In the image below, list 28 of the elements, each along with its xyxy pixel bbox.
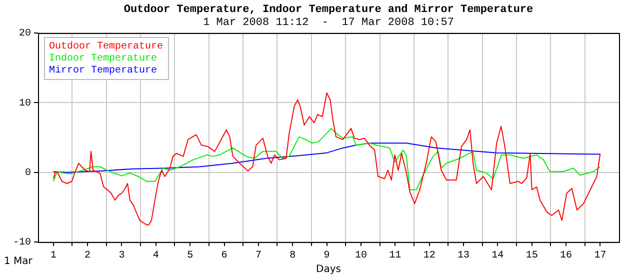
x-tick-label: 12	[423, 250, 436, 262]
x-tick-label: 16	[560, 250, 572, 262]
x-tick-label: 1	[50, 250, 56, 262]
x-tick-label: 13	[457, 250, 470, 262]
text: Indoor Temperature	[49, 52, 158, 65]
y-tick-label: 20	[18, 28, 31, 40]
y-tick-label: -10	[12, 238, 31, 249]
x-tick-label: 10	[354, 250, 367, 262]
chart-subtitle: 1 Mar 2008 11:12 - 17 Mar 2008 10:57	[203, 17, 454, 29]
x-tick-label: 2	[84, 250, 91, 262]
x-tick-label: 4	[152, 250, 159, 262]
y-tick-label: 0	[24, 168, 31, 179]
x-tick-label: 5	[187, 250, 194, 262]
text: Outdoor Temperature	[49, 40, 164, 53]
x-axis-title: Days	[316, 264, 341, 275]
x-tick-label: 3	[118, 250, 125, 262]
y-tick-label: 10	[18, 98, 31, 110]
x-tick-label: 11	[389, 250, 402, 262]
x-tick-label: 8	[290, 250, 296, 262]
text: Mirror Temperature	[49, 64, 158, 77]
chart-title: Outdoor Temperature, Indoor Temperature and Mirror Temperature	[124, 4, 534, 16]
x-tick-label: 17	[594, 250, 606, 262]
x-tick-label: 7	[255, 250, 262, 262]
text: 1 Mar	[4, 256, 34, 267]
x-tick-label: 14	[492, 250, 504, 262]
x-tick-label: 9	[324, 250, 330, 262]
x-tick-label: 15	[526, 250, 538, 262]
x-tick-label: 6	[221, 250, 228, 262]
